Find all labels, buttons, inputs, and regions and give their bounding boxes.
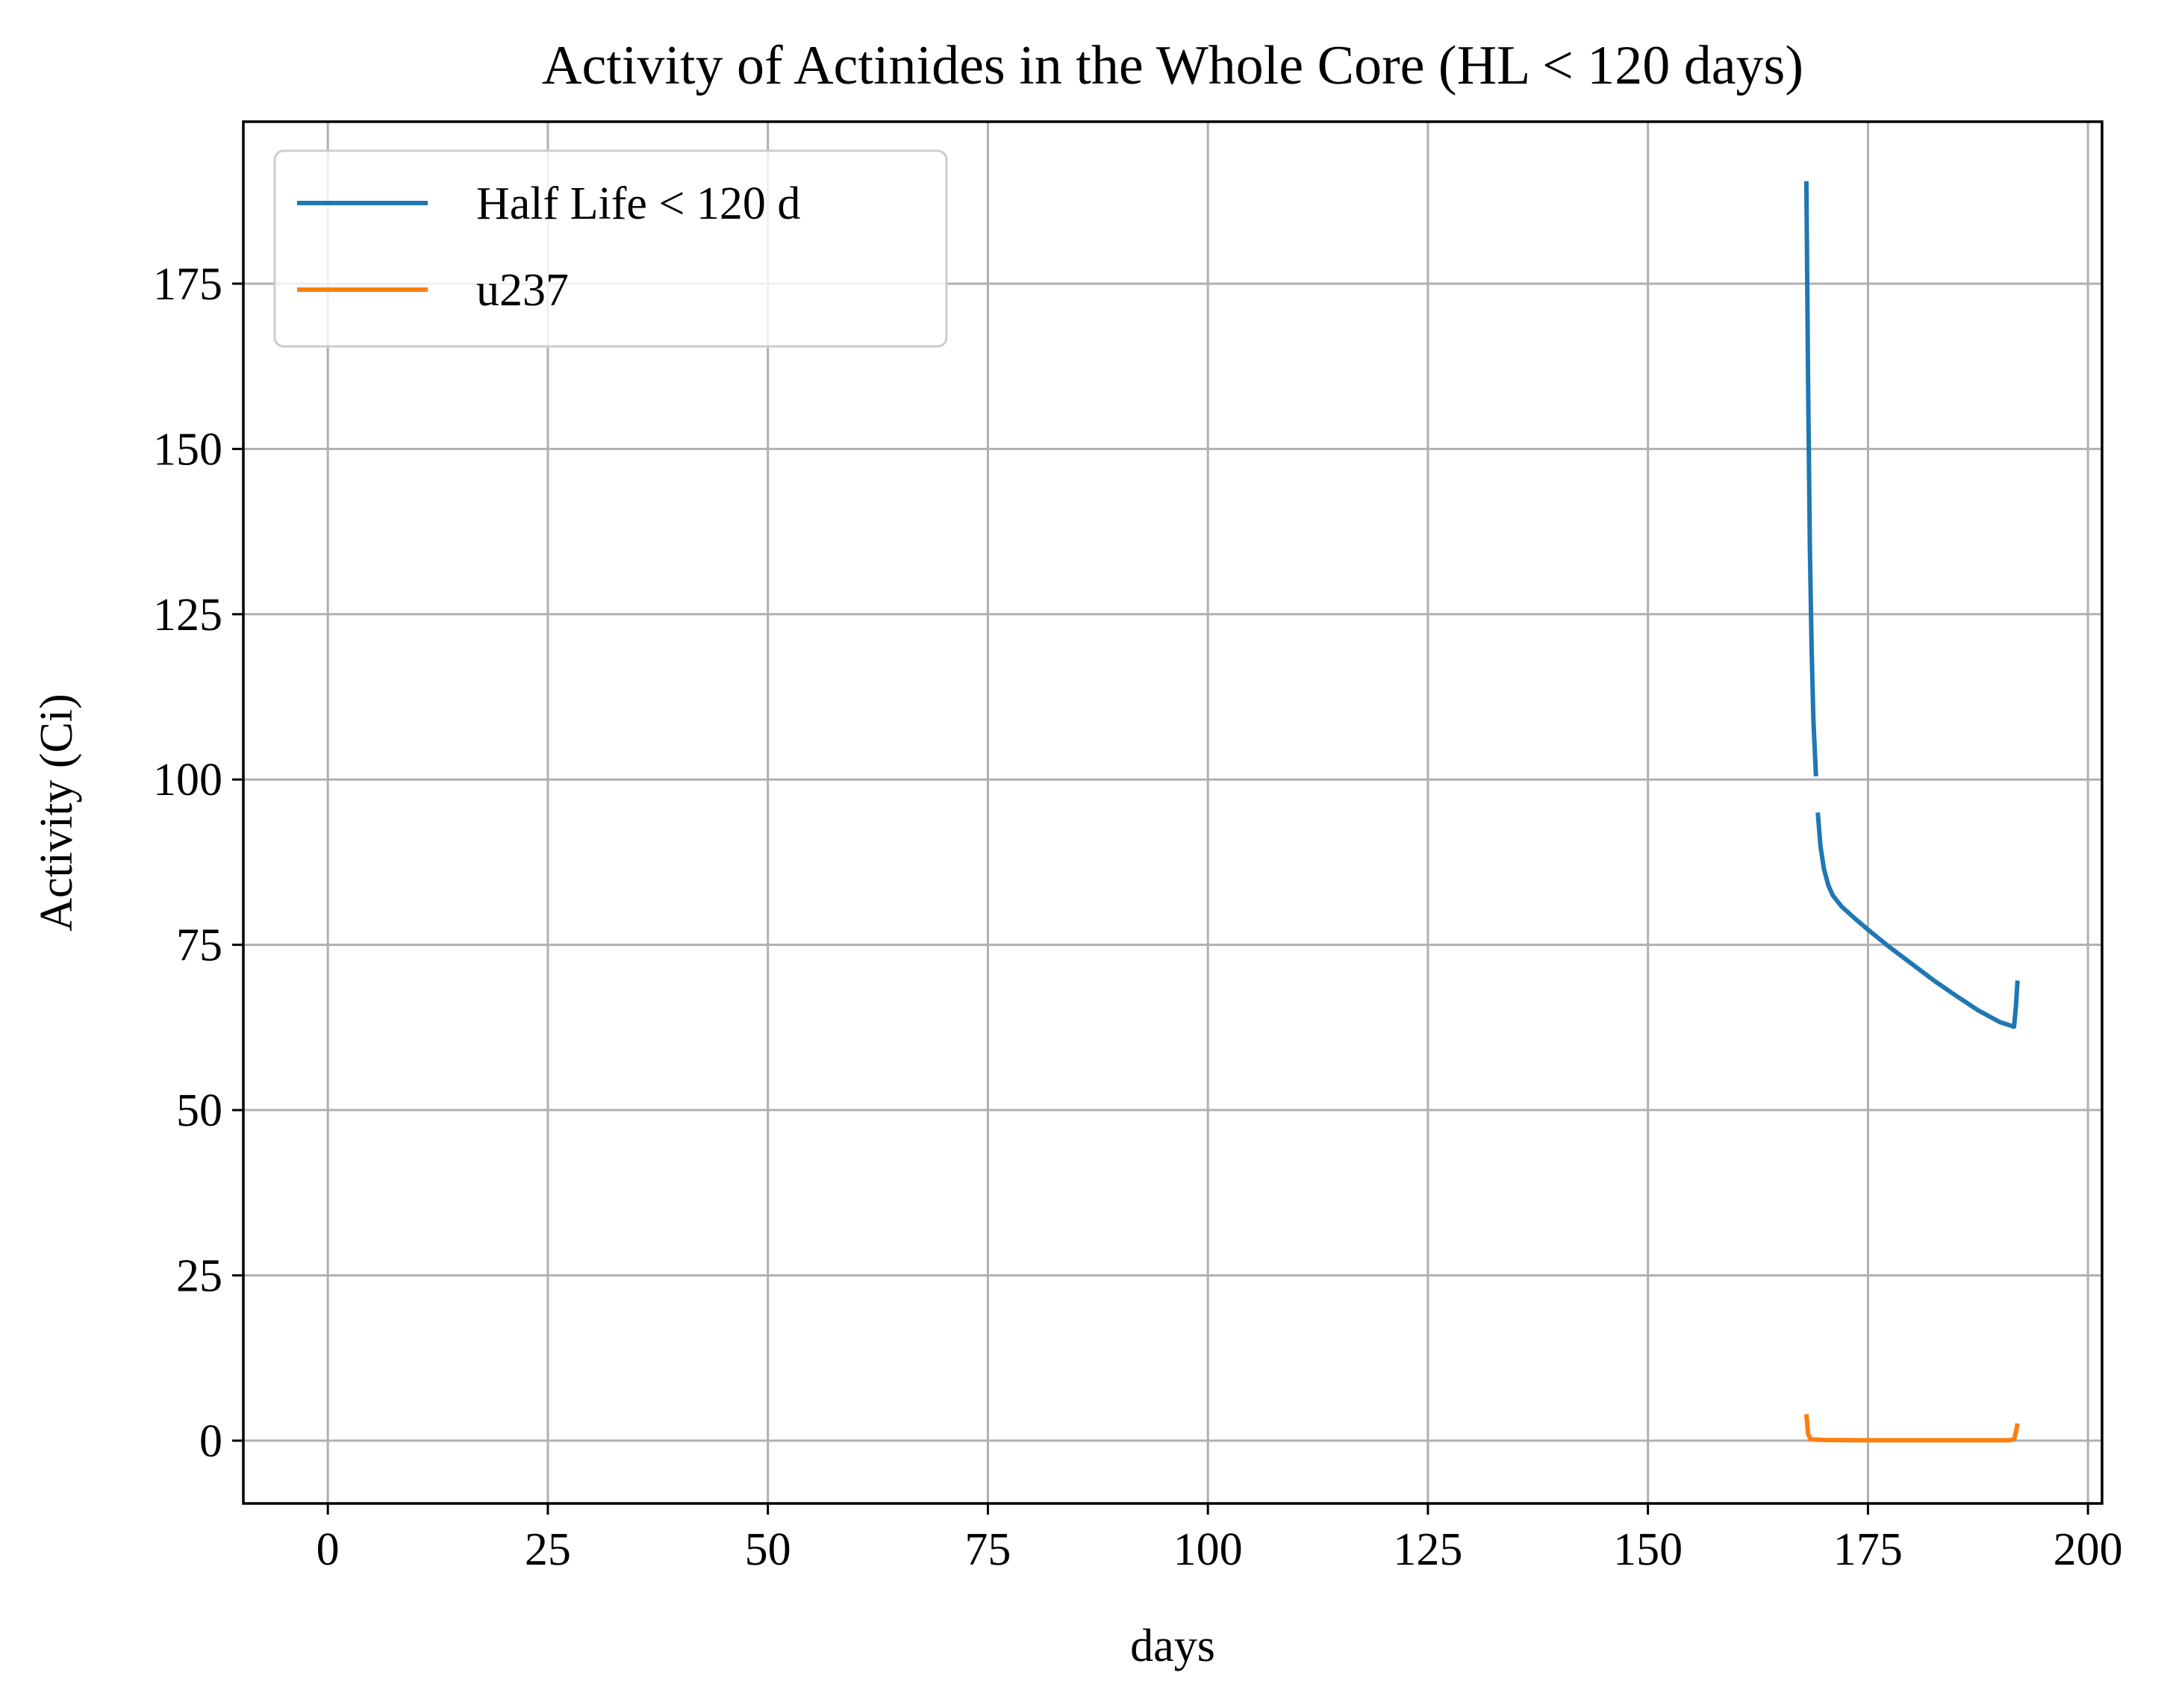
y-tick-label: 0 [199,1416,222,1467]
legend: Half Life < 120 d u237 [273,149,948,348]
grid [243,122,2102,1503]
series-line-1 [1803,1414,2020,1443]
series-segment [1815,812,2020,1029]
x-tick-label: 175 [1833,1524,1903,1575]
y-tick-label: 25 [176,1250,222,1301]
x-tick-label: 0 [317,1524,340,1575]
axis-ticks: 0 25 50 75 100 125 150 175 200 0 25 50 75 100 125 150 17… [153,259,2123,1575]
y-tick-label: 175 [153,259,222,310]
x-tick-label: 125 [1393,1524,1462,1575]
legend-label: Half Life < 120 d [476,178,800,229]
y-axis-label: Activity (Ci) [31,694,82,932]
y-tick-label: 75 [176,920,222,971]
x-axis-label: days [1130,1621,1215,1671]
chart-title: Activity of Actinides in the Whole Core … [542,35,1803,96]
y-tick-label: 150 [153,424,222,475]
series-line-0 [1803,181,2020,1029]
series-lines [1803,181,2020,1443]
series-segment [1803,181,1818,776]
x-tick-label: 75 [964,1524,1011,1575]
x-tick-label: 150 [1613,1524,1683,1575]
y-tick-label: 100 [153,755,222,805]
y-tick-label: 50 [176,1085,222,1136]
x-tick-label: 200 [2054,1524,2123,1575]
series-segment [1803,1414,2020,1443]
plot-frame [242,120,2104,1505]
y-tick-label: 125 [153,590,222,640]
legend-label: u237 [476,265,569,316]
x-tick-label: 50 [745,1524,791,1575]
x-tick-label: 25 [525,1524,571,1575]
x-tick-label: 100 [1173,1524,1243,1575]
legend-box [273,149,948,348]
